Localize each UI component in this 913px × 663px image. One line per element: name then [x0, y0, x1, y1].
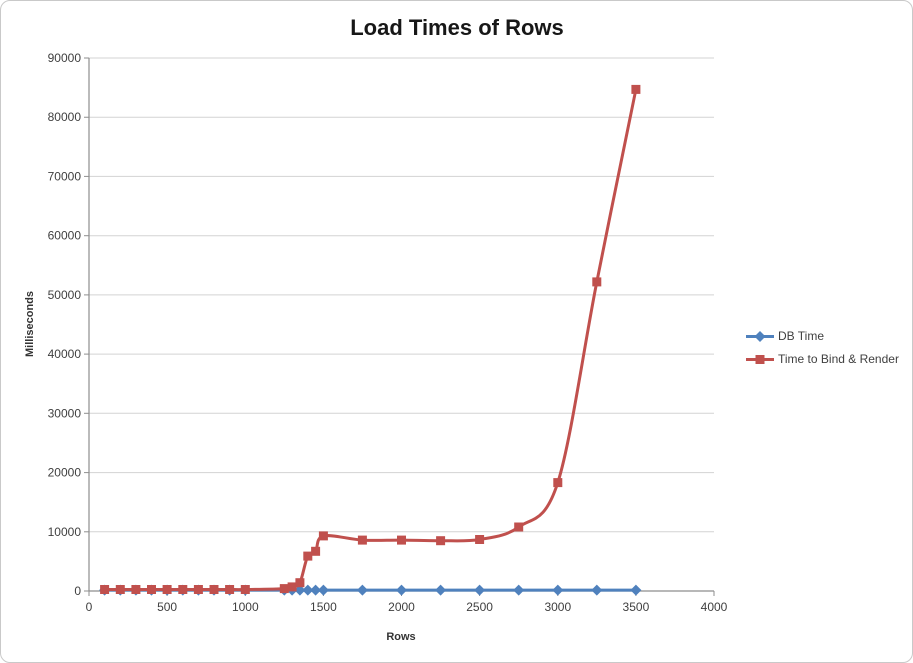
svg-text:0: 0 — [74, 584, 81, 598]
axes — [88, 58, 714, 592]
data-point-square — [178, 585, 188, 594]
data-point-square — [631, 84, 641, 94]
svg-text:3500: 3500 — [623, 600, 650, 614]
data-point-square — [475, 535, 485, 544]
diamond-marker-icon — [754, 330, 766, 342]
legend-entry-bind-render: Time to Bind & Render — [745, 352, 899, 366]
legend: DB Time Time to Bind & Render — [745, 329, 899, 366]
data-point-square — [357, 535, 367, 545]
data-point-square — [131, 585, 141, 594]
svg-text:4000: 4000 — [701, 600, 728, 614]
data-point-square — [279, 584, 289, 594]
data-point-diamond — [513, 584, 525, 596]
data-point-square — [553, 478, 563, 488]
x-axis-title: Rows — [386, 631, 416, 643]
x-axis-ticks: 0 500 1000 1500 2000 2500 3000 3500 4000 — [86, 591, 728, 614]
data-point-square — [115, 585, 125, 594]
svg-text:90000: 90000 — [48, 51, 82, 65]
svg-text:1500: 1500 — [310, 600, 337, 614]
y-axis-title: Milliseconds — [24, 290, 36, 358]
svg-text:60000: 60000 — [48, 229, 82, 243]
data-point-diamond — [396, 584, 407, 596]
data-point-diamond — [302, 584, 314, 596]
data-point-square — [397, 535, 406, 545]
data-point-diamond — [310, 584, 322, 596]
data-point-square — [162, 585, 172, 594]
data-point-square — [209, 585, 219, 594]
data-point-diamond — [630, 584, 642, 596]
data-point-diamond — [317, 584, 329, 596]
svg-text:1000: 1000 — [232, 600, 259, 614]
chart-title: Load Times of Rows — [350, 15, 564, 40]
svg-text:50000: 50000 — [48, 288, 82, 302]
series-time-to-bind-render — [100, 84, 641, 594]
data-point-square — [303, 551, 313, 561]
svg-text:2500: 2500 — [466, 600, 493, 614]
svg-text:500: 500 — [157, 600, 177, 614]
data-point-diamond — [552, 584, 564, 596]
svg-text:70000: 70000 — [48, 169, 82, 183]
data-point-square — [240, 585, 250, 594]
data-point-diamond — [474, 584, 486, 596]
svg-text:2000: 2000 — [388, 600, 415, 614]
data-point-square — [295, 578, 305, 588]
data-point-square — [436, 536, 446, 546]
data-point-diamond — [356, 584, 368, 596]
data-point-square — [193, 585, 203, 594]
legend-label-bind-render: Time to Bind & Render — [778, 352, 899, 366]
data-point-square — [100, 585, 110, 594]
data-point-square — [311, 546, 321, 556]
svg-text:20000: 20000 — [48, 466, 82, 480]
data-point-diamond — [591, 584, 603, 596]
svg-text:10000: 10000 — [48, 525, 82, 539]
data-point-square — [592, 277, 602, 287]
legend-label-db-time: DB Time — [778, 329, 825, 343]
data-point-square — [147, 585, 156, 594]
svg-text:40000: 40000 — [48, 347, 82, 361]
svg-text:80000: 80000 — [48, 110, 82, 124]
line-diamond-marker-icon — [746, 330, 774, 342]
svg-text:0: 0 — [86, 600, 93, 614]
svg-text:30000: 30000 — [48, 406, 82, 420]
y-gridlines — [89, 57, 714, 592]
line-square-marker-icon — [746, 354, 774, 364]
svg-text:3000: 3000 — [544, 600, 571, 614]
data-point-square — [514, 522, 524, 532]
data-point-diamond — [435, 584, 447, 596]
data-point-square — [225, 585, 235, 594]
square-marker-icon — [755, 354, 765, 364]
y-axis-ticks: 0 10000 20000 30000 40000 50000 60000 70000 8000… — [48, 51, 89, 598]
data-point-square — [318, 531, 328, 541]
legend-entry-db-time: DB Time — [745, 329, 899, 343]
data-point-square — [287, 582, 297, 592]
